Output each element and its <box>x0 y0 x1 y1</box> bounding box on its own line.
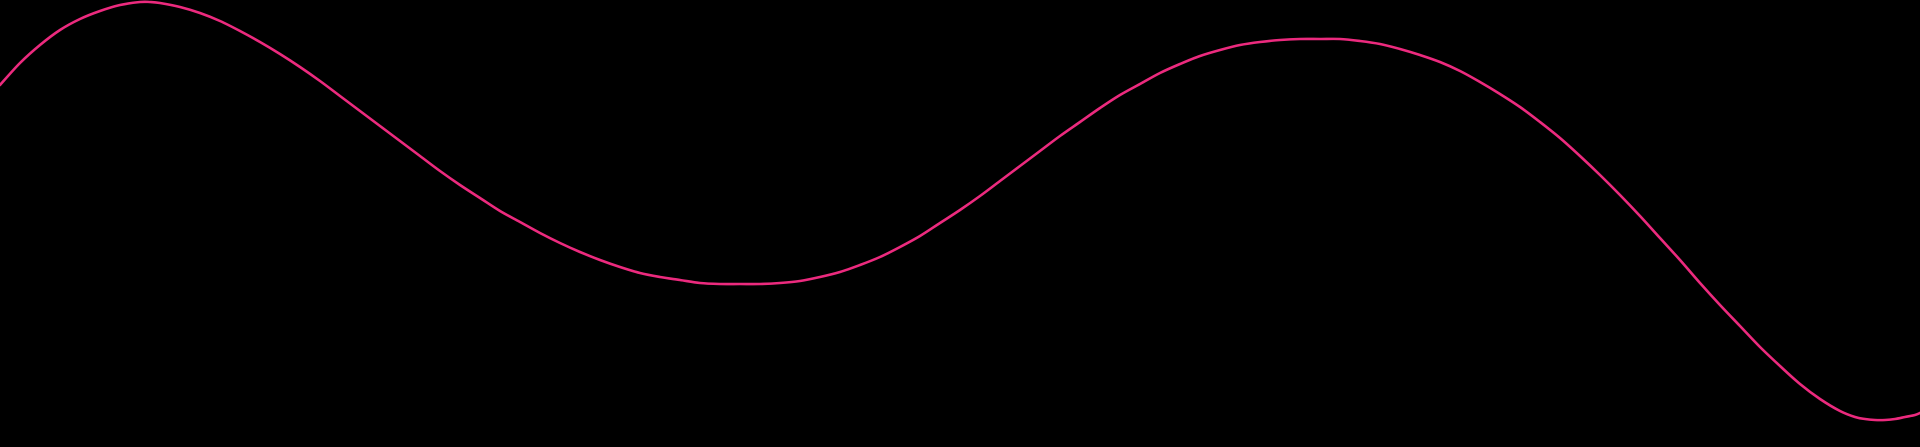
series-group <box>0 0 1920 422</box>
sine-curve-line <box>0 0 1920 422</box>
